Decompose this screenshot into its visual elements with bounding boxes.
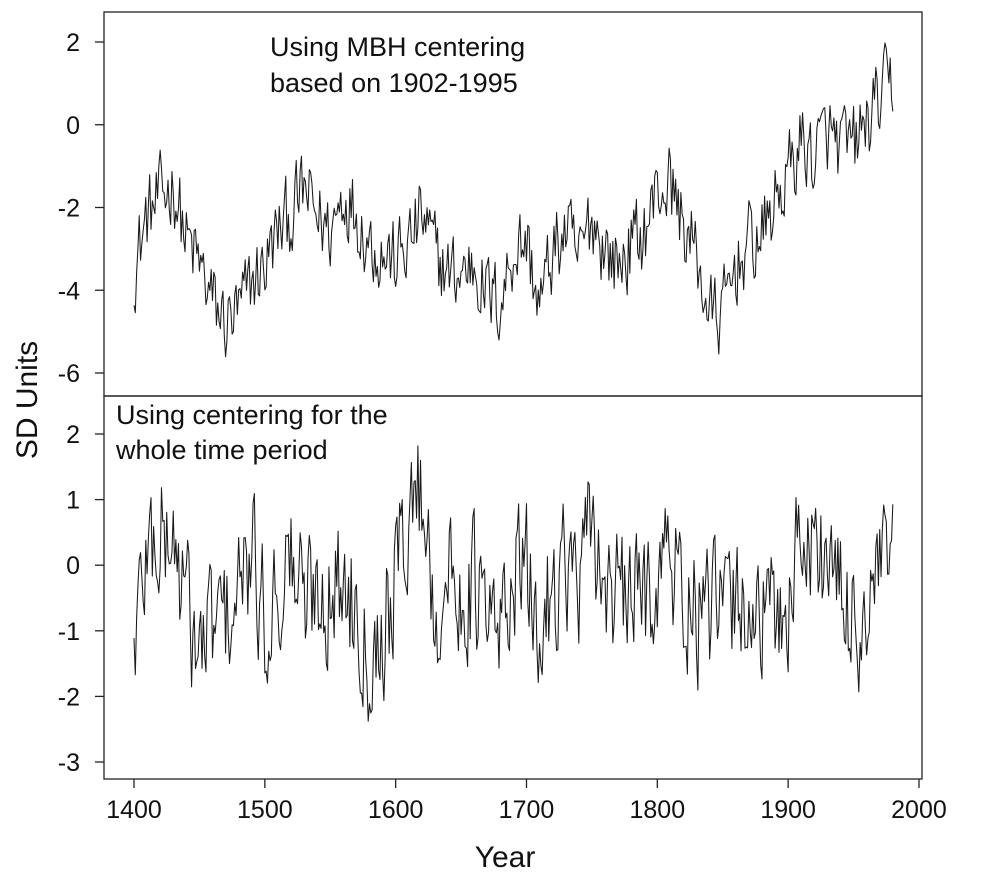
top-y-axis-ticks: 2 0 -2 -4 -6 (58, 29, 104, 388)
bottom-annotation-line-2: whole time period (115, 435, 328, 465)
top-series-line (133, 42, 894, 358)
bottom-y-tick-label: 0 (66, 552, 80, 580)
bottom-y-tick-label: -3 (58, 749, 80, 777)
x-tick-label: 2000 (891, 796, 947, 824)
x-tick-label: 1500 (237, 796, 293, 824)
bottom-y-axis-ticks: 2 1 0 -1 -2 -3 (58, 421, 104, 777)
top-y-tick-label: 2 (66, 29, 80, 57)
top-annotation-line-1: Using MBH centering (270, 32, 525, 62)
x-tick-label: 1800 (630, 796, 686, 824)
x-tick-label: 1700 (499, 796, 555, 824)
x-axis-ticks: 1400 1500 1600 1700 1800 1900 2000 (106, 779, 947, 824)
top-y-tick-label: -2 (58, 195, 80, 223)
top-annotation-line-2: based on 1902-1995 (270, 68, 518, 98)
top-y-tick-label: -6 (58, 360, 80, 388)
x-tick-label: 1400 (106, 796, 162, 824)
top-y-tick-label: -4 (58, 277, 80, 305)
y-axis-title: SD Units (11, 341, 44, 459)
bottom-panel-frame (103, 395, 923, 780)
bottom-y-tick-label: 1 (66, 487, 80, 515)
bottom-y-tick-label: 2 (66, 421, 80, 449)
x-tick-label: 1900 (760, 796, 816, 824)
bottom-series-line (133, 445, 894, 722)
x-tick-label: 1600 (368, 796, 424, 824)
bottom-annotation-line-1: Using centering for the (116, 400, 388, 430)
bottom-y-tick-label: -1 (58, 618, 80, 646)
x-axis-title: Year (475, 841, 536, 874)
bottom-y-tick-label: -2 (58, 683, 80, 711)
top-y-tick-label: 0 (66, 112, 80, 140)
